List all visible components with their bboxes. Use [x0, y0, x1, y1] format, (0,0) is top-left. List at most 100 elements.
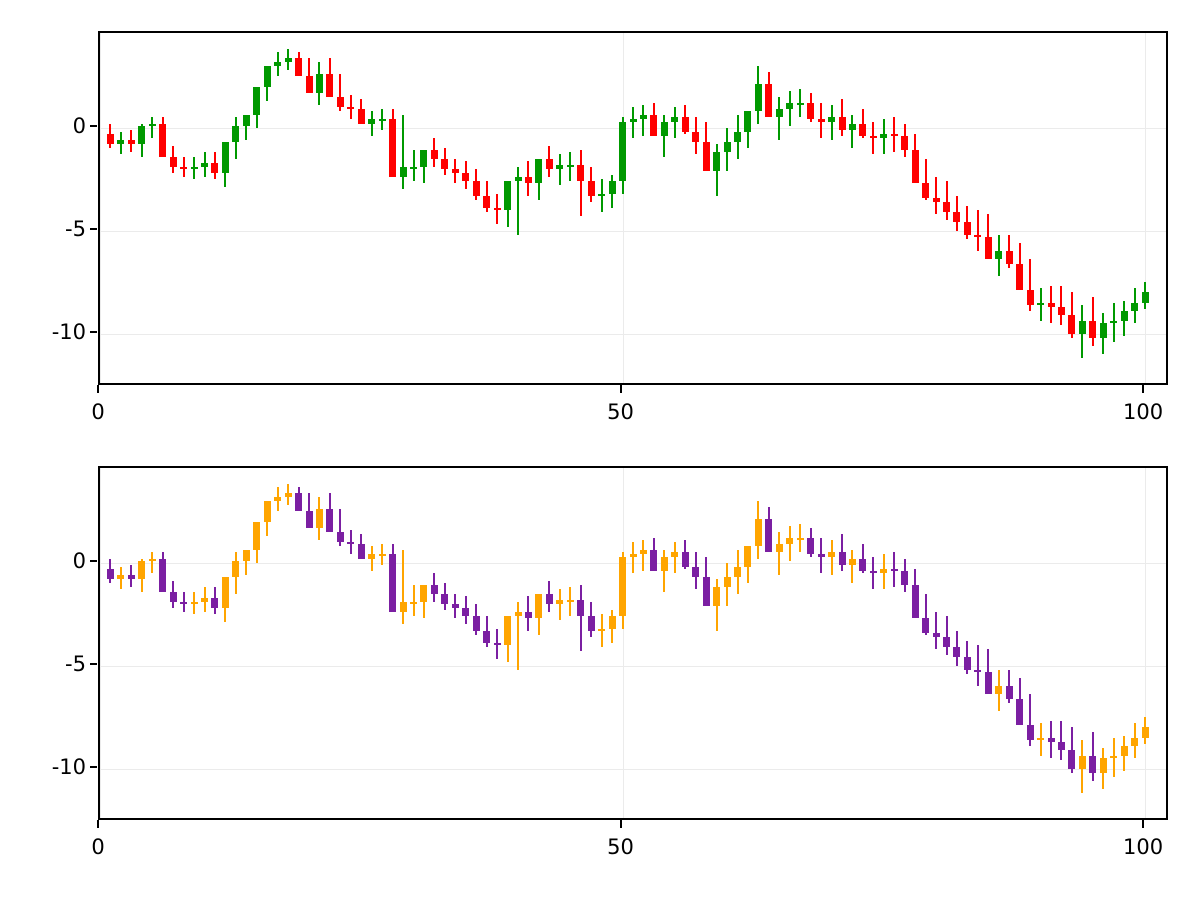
candle-body — [305, 76, 313, 93]
candle-body — [681, 552, 689, 567]
candle-body — [180, 601, 188, 604]
candle-body — [880, 133, 888, 138]
candle-body — [744, 546, 752, 567]
candle-wick — [579, 585, 582, 652]
candle-body — [1057, 741, 1065, 751]
candle-body — [650, 115, 658, 136]
candle-body — [326, 74, 334, 97]
candle-body — [138, 125, 146, 145]
candle-wick — [245, 550, 248, 576]
candle-body — [399, 166, 407, 178]
y-axis-tick-label: -10 — [51, 319, 86, 344]
candle-body — [566, 599, 574, 602]
y-axis-tick-mark — [90, 227, 97, 230]
candle-wick — [1008, 234, 1011, 268]
candle-wick — [151, 552, 154, 573]
candle-wick — [381, 109, 384, 130]
candle-body — [1016, 263, 1024, 291]
candle-body — [723, 577, 731, 588]
candle-wick — [673, 107, 676, 138]
candle-body — [148, 123, 156, 126]
candle-body — [378, 119, 386, 122]
candle-wick — [935, 177, 938, 215]
candle-wick — [673, 542, 676, 573]
candle-body — [347, 107, 355, 110]
candle-body — [545, 158, 553, 169]
candle-body — [336, 531, 344, 543]
candle-body — [796, 538, 804, 540]
candle-body — [1099, 758, 1107, 773]
candle-body — [765, 84, 773, 118]
candle-wick — [339, 509, 342, 547]
candle-wick — [370, 111, 373, 136]
candle-body — [1047, 302, 1055, 307]
candle-body — [472, 616, 480, 631]
candle-wick — [935, 612, 938, 650]
candle-body — [201, 162, 208, 167]
candle-wick — [517, 166, 520, 235]
candle-body — [1131, 302, 1139, 311]
candle-wick — [1018, 678, 1021, 718]
candle-body — [995, 251, 1003, 260]
candle-body — [159, 123, 167, 157]
gridline-horizontal — [100, 768, 1166, 770]
candle-wick — [569, 587, 572, 617]
candle-wick — [1091, 296, 1094, 346]
y-axis-tick-label: -5 — [65, 216, 86, 241]
candle-wick — [1008, 669, 1011, 703]
candle-wick — [412, 150, 415, 182]
candle-wick — [182, 591, 185, 613]
candle-body — [650, 550, 658, 571]
candle-body — [786, 538, 794, 545]
candle-body — [660, 556, 668, 571]
chart-panel-bottom: 0 -5 -10 0 50 100 — [0, 450, 1200, 900]
candle-body — [598, 628, 606, 631]
candlestick-series — [100, 33, 1166, 383]
candlestick-series — [100, 468, 1166, 818]
candle-wick — [422, 589, 425, 619]
candle-body — [514, 612, 522, 617]
candle-body — [211, 162, 219, 173]
candle-body — [524, 177, 532, 184]
candle-body — [963, 657, 971, 670]
candle-body — [943, 201, 951, 213]
candle-body — [221, 142, 229, 173]
gridline-vertical — [1145, 33, 1147, 383]
candle-wick — [182, 156, 185, 178]
candle-body — [817, 554, 825, 557]
candle-wick — [778, 531, 781, 576]
candle-body — [242, 115, 250, 126]
x-axis-tick-mark — [97, 820, 99, 828]
candle-body — [838, 552, 846, 565]
candle-wick — [517, 601, 520, 670]
candle-body — [106, 133, 114, 145]
candle-wick — [537, 168, 540, 200]
candle-wick — [851, 115, 854, 149]
candle-wick — [841, 533, 844, 571]
candle-body — [911, 585, 919, 619]
candle-wick — [872, 121, 875, 155]
candle-body — [201, 597, 208, 602]
candle-wick — [945, 181, 948, 221]
candle-body — [953, 647, 961, 658]
candle-body — [451, 168, 459, 173]
candle-wick — [402, 115, 405, 190]
candle-body — [326, 509, 334, 532]
candle-wick — [339, 74, 342, 112]
candle-body — [681, 117, 689, 132]
candle-body — [608, 181, 616, 194]
candle-body — [242, 550, 250, 561]
x-axis-tick-label: 0 — [91, 400, 105, 424]
chart-panel-top: 0 -5 -10 0 50 100 — [51, 31, 1168, 424]
candle-body — [535, 158, 543, 184]
candle-wick — [370, 546, 373, 571]
candle-body — [608, 616, 616, 629]
candle-wick — [987, 214, 990, 258]
x-axis-tick-mark — [1142, 820, 1145, 828]
candle-body — [483, 630, 491, 643]
candle-body — [1078, 321, 1086, 334]
candle-body — [1047, 737, 1055, 742]
candle-body — [807, 103, 815, 120]
candle-wick — [778, 96, 781, 141]
